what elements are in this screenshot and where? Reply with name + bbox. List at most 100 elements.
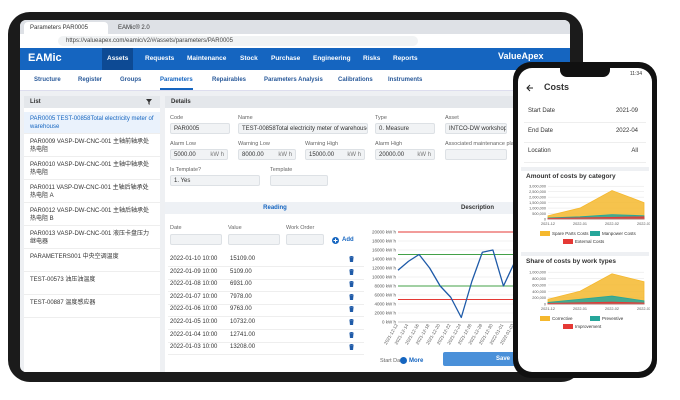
- trash-icon: [349, 318, 354, 326]
- nav-item[interactable]: Assets: [102, 48, 134, 70]
- reading-chart: 0 kW h 2000 kW h 4000 kW h 6000 kW h 8000 kW…: [372, 230, 515, 346]
- subnav-item[interactable]: Parameters: [160, 70, 193, 90]
- field-label: Name: [238, 115, 253, 121]
- nav-item[interactable]: Maintenance: [187, 55, 227, 62]
- browser-tab[interactable]: EAMic® 2.0: [118, 25, 150, 31]
- field-input[interactable]: 0. Measure: [375, 123, 435, 134]
- reading-date: 2022-01-10 10:00: [170, 256, 218, 262]
- column-input[interactable]: [228, 234, 280, 245]
- legend-swatch: [590, 231, 600, 236]
- y-tick-label: 2000 kW h: [374, 311, 396, 316]
- list-item[interactable]: PARAMETERS001 中央空调温度: [24, 250, 160, 272]
- legend-swatch: [563, 239, 573, 244]
- nav-item[interactable]: Stock: [240, 55, 258, 62]
- field-input[interactable]: INTCO-DW workshop: [445, 123, 507, 134]
- field-input[interactable]: 15000.00 kW h: [305, 149, 365, 160]
- y-tick-label: 0: [544, 218, 546, 222]
- list-item[interactable]: PAR0012 VASP-DW-CNC-001 主轴后轴承处热电阻 B: [24, 204, 160, 226]
- filter-row[interactable]: [524, 124, 646, 143]
- reading-row: [168, 304, 364, 318]
- list-item[interactable]: PAR0010 VASP-DW-CNC-001 主轴中轴承处热电阻: [24, 158, 160, 180]
- reading-row: [168, 254, 364, 267]
- list-item[interactable]: PAR0011 VASP-DW-CNC-001 主轴后轴承处热电阻 A: [24, 181, 160, 203]
- subnav-item[interactable]: Repairables: [212, 77, 247, 83]
- legend-label: Corrective: [552, 316, 573, 321]
- column-input[interactable]: [170, 234, 222, 245]
- chart-title: Share of costs by work types: [526, 258, 616, 265]
- reading-value: 12741.00: [230, 331, 256, 338]
- field-input[interactable]: PAR0005: [170, 123, 230, 134]
- subnav-item[interactable]: Groups: [120, 77, 142, 83]
- list-item[interactable]: TEST-00573 油压油温度: [24, 273, 160, 295]
- cost-chart-box: 0 200,000 400,000 600,000 800,000 1,000,000 20…: [522, 266, 651, 316]
- nav-item[interactable]: Engineering: [313, 55, 351, 62]
- reading-value: 6931.00: [230, 281, 252, 288]
- nav-bar: [20, 48, 570, 70]
- nav-item[interactable]: Requests: [145, 55, 175, 62]
- y-tick-label: 1,000,000: [529, 207, 546, 211]
- filter-value: 2021-09: [615, 108, 638, 114]
- add-button[interactable]: Add: [342, 237, 354, 243]
- trash-shape: [349, 255, 354, 263]
- subnav-item[interactable]: Parameters Analysis: [264, 77, 323, 83]
- browser-tab[interactable]: Parameters PAR0005: [24, 22, 108, 34]
- phone-title: Costs: [544, 82, 570, 92]
- chart-card: [521, 167, 649, 253]
- list-item[interactable]: PAR0005 TEST-00858Total electricity mete…: [24, 112, 160, 134]
- nav-item[interactable]: Purchase: [271, 55, 301, 62]
- list-item[interactable]: TEST-00887 温度感应器: [24, 296, 160, 318]
- y-tick-label: 400,000: [532, 290, 546, 294]
- reading-row: [168, 279, 364, 293]
- more-button[interactable]: More: [409, 358, 424, 364]
- filter-row[interactable]: [524, 104, 646, 123]
- url[interactable]: https://valueapex.com/eamic/v2/#/assets/…: [58, 36, 418, 46]
- back-icon-box: [526, 84, 534, 94]
- back-icon: [526, 84, 533, 92]
- trash-icon: [349, 255, 354, 263]
- trash-icon-box: [349, 255, 354, 264]
- field-value: PAR0005: [174, 126, 200, 132]
- field-label: Code: [170, 115, 184, 121]
- column-input[interactable]: [286, 234, 324, 245]
- subnav-item[interactable]: Register: [78, 77, 103, 83]
- subnav-item[interactable]: Instruments: [388, 77, 423, 83]
- field-input[interactable]: 8000.00 kW h: [238, 149, 296, 160]
- subnav-item[interactable]: Structure: [34, 77, 61, 83]
- field-input[interactable]: TEST-00858Total electricity meter of war…: [238, 123, 368, 134]
- field-input[interactable]: 1. Yes: [170, 175, 260, 186]
- field-label: Associated maintenance plan: [445, 141, 517, 147]
- trash-icon: [349, 306, 354, 313]
- y-tick-label: 4000 kW h: [374, 302, 396, 307]
- y-tick-label: 20000 kW h: [372, 230, 397, 235]
- nav-item[interactable]: Risks: [363, 55, 381, 62]
- list-item[interactable]: PAR0013 VASP-DW-CNC-001 液压卡盘压力继电器: [24, 227, 160, 249]
- cost-chart-box: 0 500,000 1,000,000 1,500,000 2,000,000 2,500…: [522, 181, 651, 231]
- trash-shape: [349, 343, 354, 351]
- field-input[interactable]: 20000.00 kW h: [375, 149, 435, 160]
- notch: [560, 68, 610, 77]
- filter-row[interactable]: [524, 144, 646, 163]
- filter-label: End Date: [528, 128, 554, 134]
- nav-item[interactable]: Reports: [393, 55, 418, 62]
- trash-shape: [349, 293, 354, 301]
- field-value: 5000.00: [174, 152, 196, 158]
- field-input[interactable]: 5000.00 kW h: [170, 149, 228, 160]
- subnav-item[interactable]: Calibrations: [338, 77, 373, 83]
- trash-icon: [349, 268, 354, 275]
- more-icon: [400, 357, 407, 364]
- field-value: TEST-00858Total electricity meter of war…: [242, 126, 368, 132]
- field-input[interactable]: [270, 175, 328, 186]
- list-item[interactable]: PAR0009 VASP-DW-CNC-001 主轴前轴承处热电阻: [24, 135, 160, 157]
- y-tick-label: 200,000: [532, 296, 546, 300]
- field-unit: kW h: [417, 152, 431, 158]
- trash-icon-box: [349, 293, 354, 302]
- trash-shape: [349, 331, 354, 338]
- description-title[interactable]: Description: [460, 205, 494, 211]
- y-tick-label: 18000 kW h: [372, 239, 397, 244]
- more-circle: [400, 357, 407, 364]
- back-arrow: [526, 84, 533, 92]
- reading-title[interactable]: Reading: [263, 205, 287, 211]
- y-tick-label: 2,000,000: [529, 196, 546, 200]
- legend-label: Manpower Costs: [602, 231, 636, 236]
- field-input[interactable]: [445, 149, 507, 160]
